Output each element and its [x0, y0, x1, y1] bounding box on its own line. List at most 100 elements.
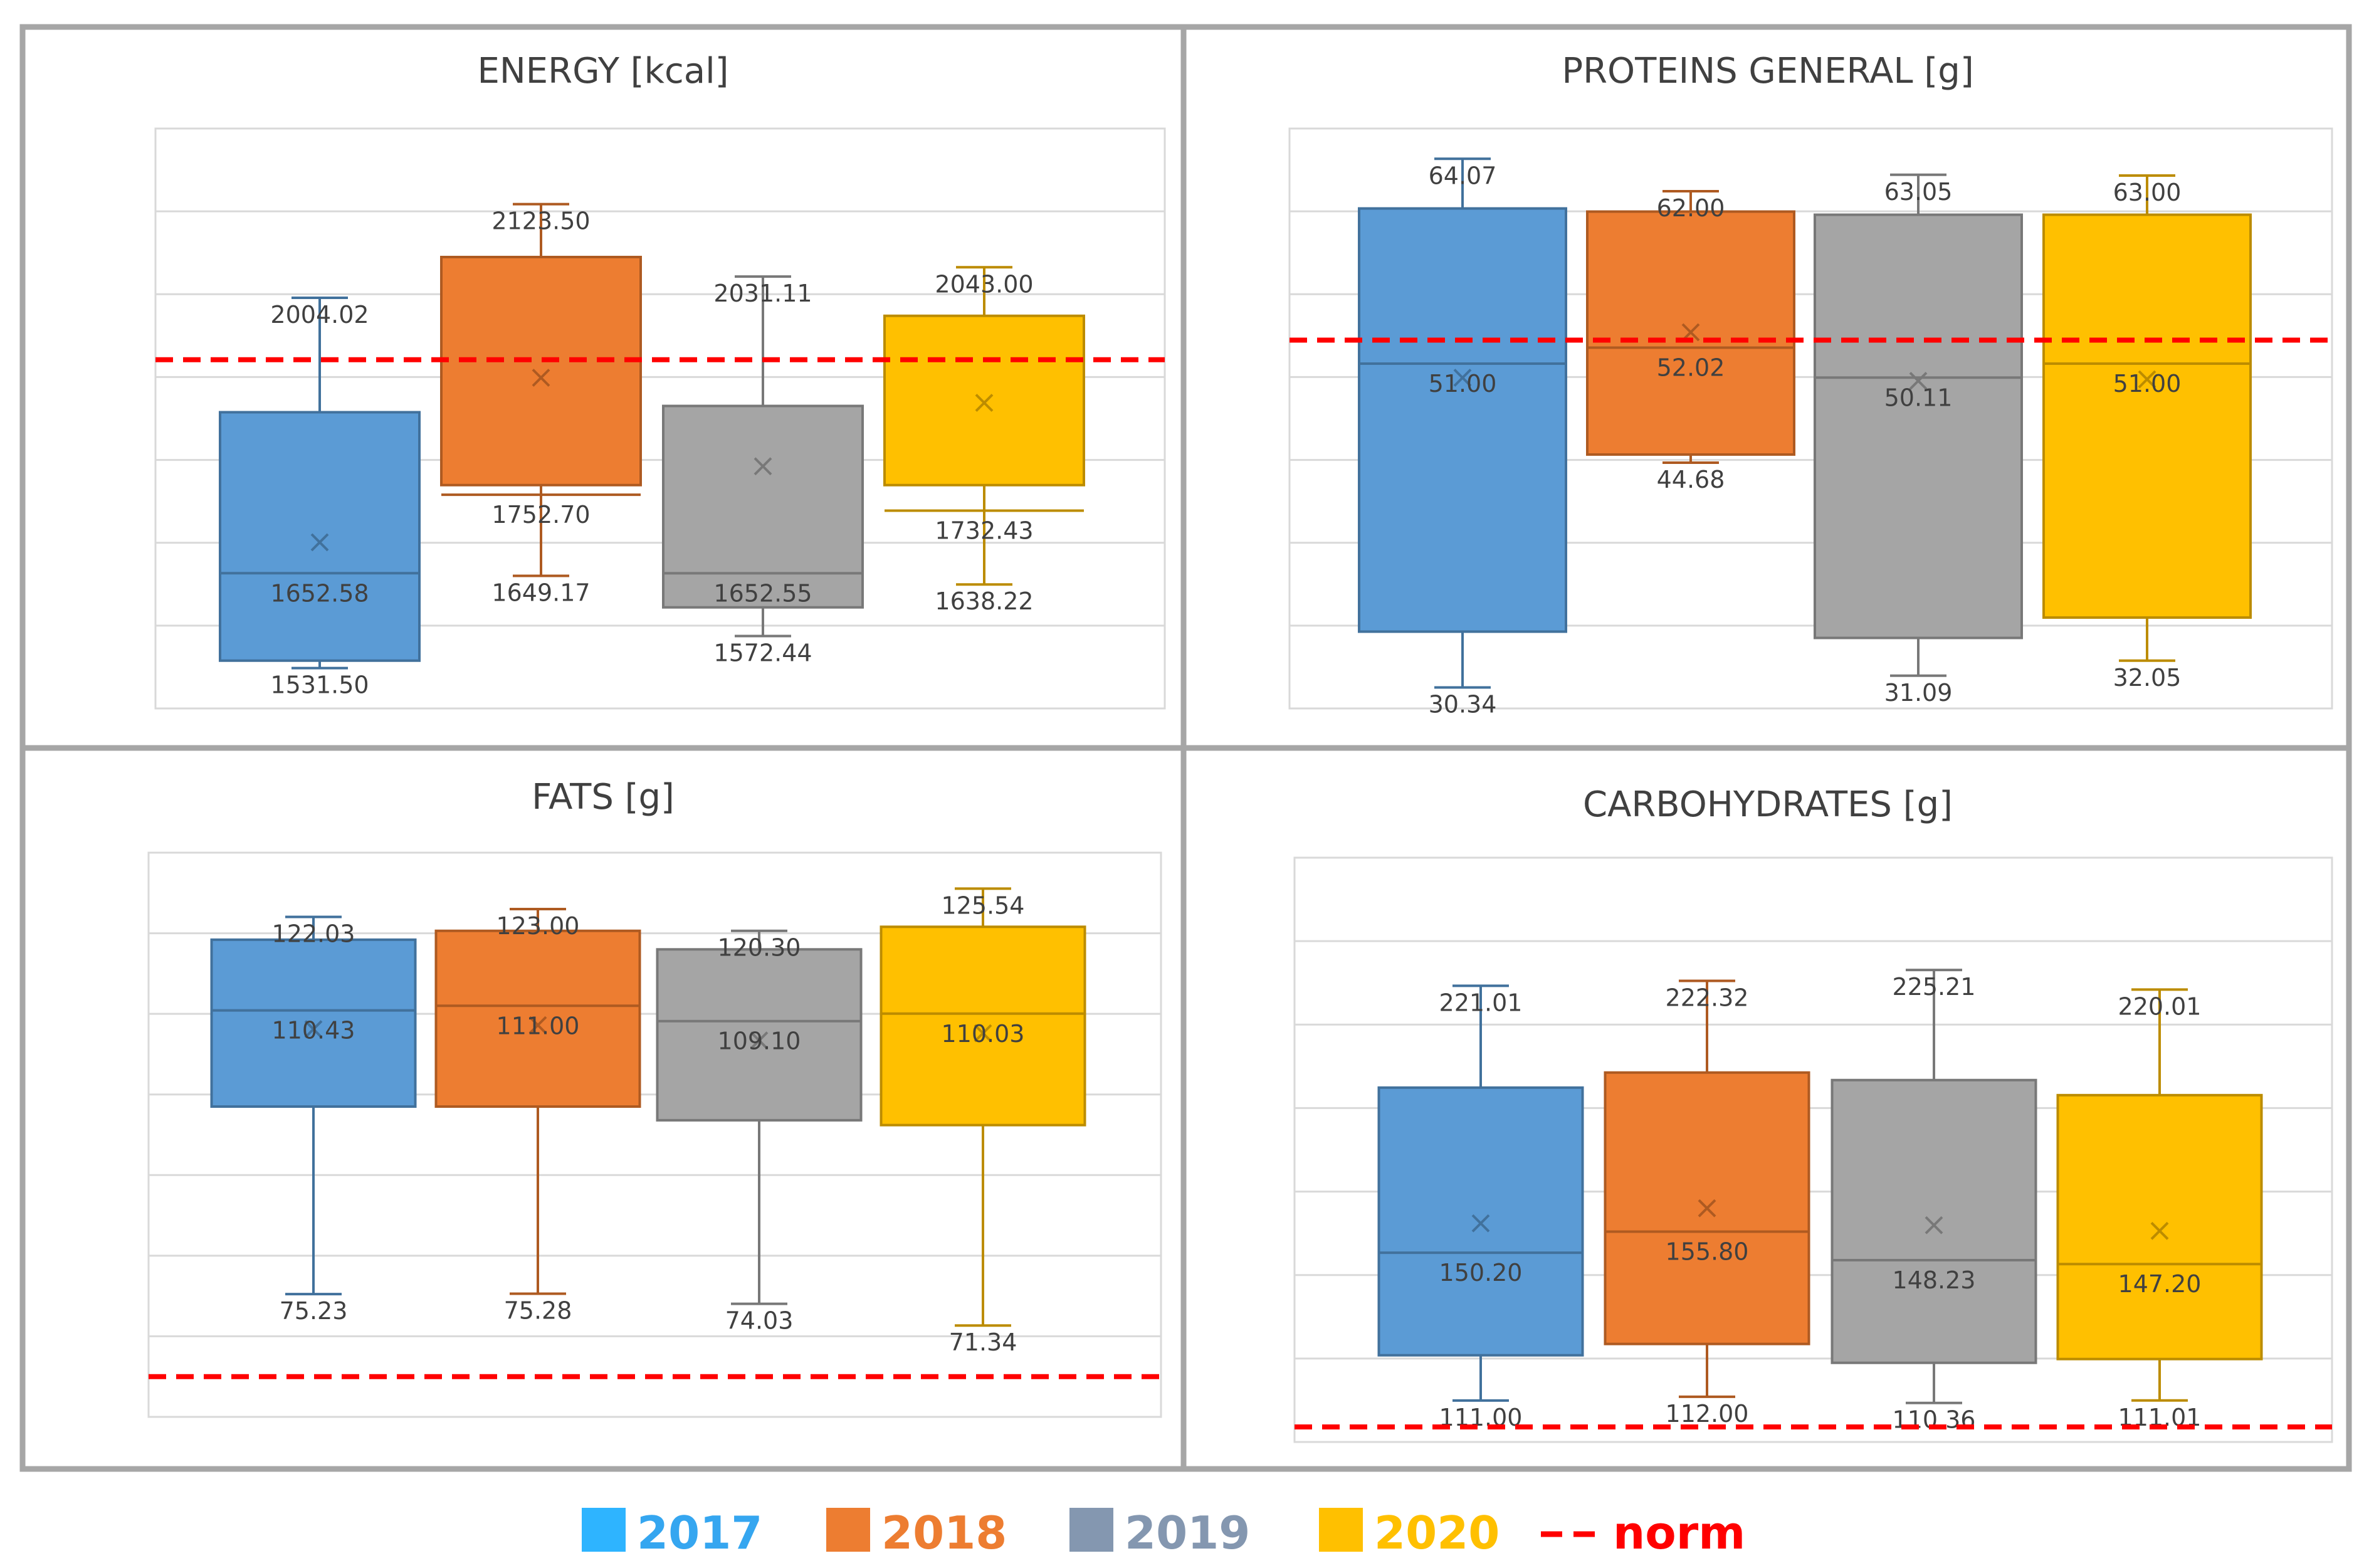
- label-min: 74.03: [725, 1307, 794, 1335]
- label-median: 51.00: [1429, 370, 1497, 397]
- box-2017: 122.03 110.43 75.23: [210, 915, 417, 1325]
- label-median: 147.20: [2118, 1270, 2202, 1298]
- label-min: 1638.22: [935, 587, 1033, 615]
- label-median: 51.00: [2113, 370, 2182, 397]
- mean-marker: [2138, 370, 2156, 389]
- label-median: 109.10: [718, 1028, 801, 1055]
- box-iqr: [434, 929, 641, 1108]
- legend-label: 2018: [881, 1507, 1007, 1559]
- box-2019: 120.30 109.10 74.03: [656, 929, 863, 1335]
- box-iqr: [662, 404, 864, 609]
- legend-item-2018: 2018: [826, 1507, 1007, 1559]
- legend-item-2019: 2019: [1069, 1507, 1250, 1559]
- label-max: 123.00: [496, 912, 580, 940]
- box-iqr: [1358, 207, 1567, 633]
- legend: 2017 2018 2019 2020 norm: [582, 1507, 1745, 1559]
- plot-area: [1288, 127, 2333, 710]
- box-2017: 64.07 51.00 30.34: [1358, 157, 1567, 718]
- label-min: 30.34: [1429, 691, 1497, 718]
- legend-item-2020: 2020: [1319, 1507, 1500, 1559]
- panel-4: CARBOHYDRATES [g] 221.01 150.20 111.00 222.3…: [1293, 784, 2333, 1443]
- label-min: 75.28: [504, 1297, 572, 1325]
- panel-title: ENERGY [kcal]: [478, 51, 729, 92]
- label-max: 225.21: [1893, 973, 1976, 1001]
- mean-marker: [310, 533, 329, 552]
- box-iqr: [210, 938, 417, 1108]
- box-2019: 63.05 50.11 31.09: [1814, 173, 2023, 707]
- box-iqr: [2056, 1093, 2263, 1360]
- legend-item-2017: 2017: [582, 1507, 762, 1559]
- label-max: 63.05: [1884, 178, 1953, 206]
- box-iqr: [656, 948, 863, 1122]
- box-iqr: [1377, 1086, 1584, 1357]
- legend-swatch: [582, 1508, 626, 1552]
- legend-label: 2020: [1374, 1507, 1500, 1559]
- box-2018: 222.32 155.80 112.00: [1604, 979, 1810, 1428]
- mean-marker: [974, 1024, 992, 1043]
- mean-marker: [754, 457, 772, 476]
- box-2019: 225.21 148.23 110.36: [1831, 969, 2037, 1434]
- panel-2: PROTEINS GENERAL [g] 64.07 51.00 30.34 62.00…: [1288, 51, 2333, 718]
- mean-marker: [1909, 372, 1928, 390]
- label-max: 120.30: [718, 934, 801, 962]
- label-max: 122.03: [272, 920, 355, 947]
- box-2020: 125.54 110.03 71.34: [880, 887, 1086, 1356]
- panel-title: FATS [g]: [532, 777, 675, 818]
- box-2020: 63.00 51.00 32.05: [2042, 174, 2252, 692]
- mean-marker: [1471, 1214, 1490, 1233]
- plot-area: [1293, 856, 2333, 1443]
- mean-marker: [532, 369, 550, 387]
- legend-label: 2017: [637, 1507, 762, 1559]
- label-min: 44.68: [1657, 466, 1725, 493]
- label-max: 2004.02: [270, 301, 369, 329]
- legend-swatch: [1319, 1508, 1363, 1552]
- box-iqr: [1831, 1078, 2037, 1364]
- label-median: 1752.70: [491, 501, 590, 529]
- box-iqr: [219, 411, 421, 662]
- label-median: 1652.55: [713, 579, 812, 607]
- mean-marker: [750, 1031, 769, 1050]
- box-iqr: [880, 925, 1086, 1127]
- label-median: 110.03: [942, 1020, 1025, 1048]
- legend-item-norm: norm: [1541, 1507, 1745, 1559]
- label-median: 50.11: [1884, 384, 1953, 411]
- panels-layer: ENERGY [kcal] 2004.02 1652.58 1531.50 2123.5…: [147, 51, 2333, 1443]
- label-max: 125.54: [942, 892, 1025, 919]
- label-max: 221.01: [1439, 989, 1523, 1016]
- label-median: 155.80: [1666, 1238, 1749, 1265]
- label-max: 2031.11: [713, 280, 812, 307]
- label-max: 2123.50: [491, 208, 590, 235]
- label-median: 148.23: [1893, 1266, 1976, 1294]
- label-min: 112.00: [1666, 1400, 1749, 1428]
- label-min: 32.05: [2113, 664, 2182, 692]
- label-max: 62.00: [1657, 194, 1725, 222]
- box-iqr: [883, 314, 1085, 487]
- panel-1: ENERGY [kcal] 2004.02 1652.58 1531.50 2123.5…: [154, 51, 1166, 710]
- label-min: 75.23: [280, 1297, 348, 1325]
- legend-swatch: [826, 1508, 870, 1552]
- label-min: 1649.17: [491, 579, 590, 607]
- label-min: 111.00: [1439, 1404, 1523, 1431]
- panel-title: PROTEINS GENERAL [g]: [1562, 51, 1973, 92]
- box-iqr: [440, 256, 642, 487]
- label-max: 220.01: [2118, 992, 2202, 1020]
- box-iqr: [1604, 1071, 1810, 1345]
- box-2017: 2004.02 1652.58 1531.50: [219, 296, 421, 699]
- box-2018: 2123.50 1752.70 1649.17: [440, 203, 642, 607]
- mean-marker: [528, 1016, 547, 1034]
- mean-marker: [2150, 1221, 2169, 1240]
- label-min: 31.09: [1884, 679, 1953, 707]
- plot-area: [147, 851, 1162, 1418]
- label-min: 1531.50: [270, 671, 369, 699]
- label-median: 110.43: [272, 1017, 355, 1044]
- label-max: 63.00: [2113, 179, 2182, 206]
- box-2018: 62.00 52.02 44.68: [1586, 190, 1795, 493]
- plot-area: [154, 127, 1166, 710]
- box-2018: 123.00 111.00 75.28: [434, 908, 641, 1325]
- label-median: 1732.43: [935, 517, 1033, 544]
- legend-label: 2019: [1125, 1507, 1250, 1559]
- box-2020: 2043.00 1732.43 1638.22: [883, 266, 1085, 615]
- panel-3: FATS [g] 122.03 110.43 75.23 123.00 111.00 75.…: [147, 777, 1162, 1418]
- box-iqr: [2042, 213, 2252, 619]
